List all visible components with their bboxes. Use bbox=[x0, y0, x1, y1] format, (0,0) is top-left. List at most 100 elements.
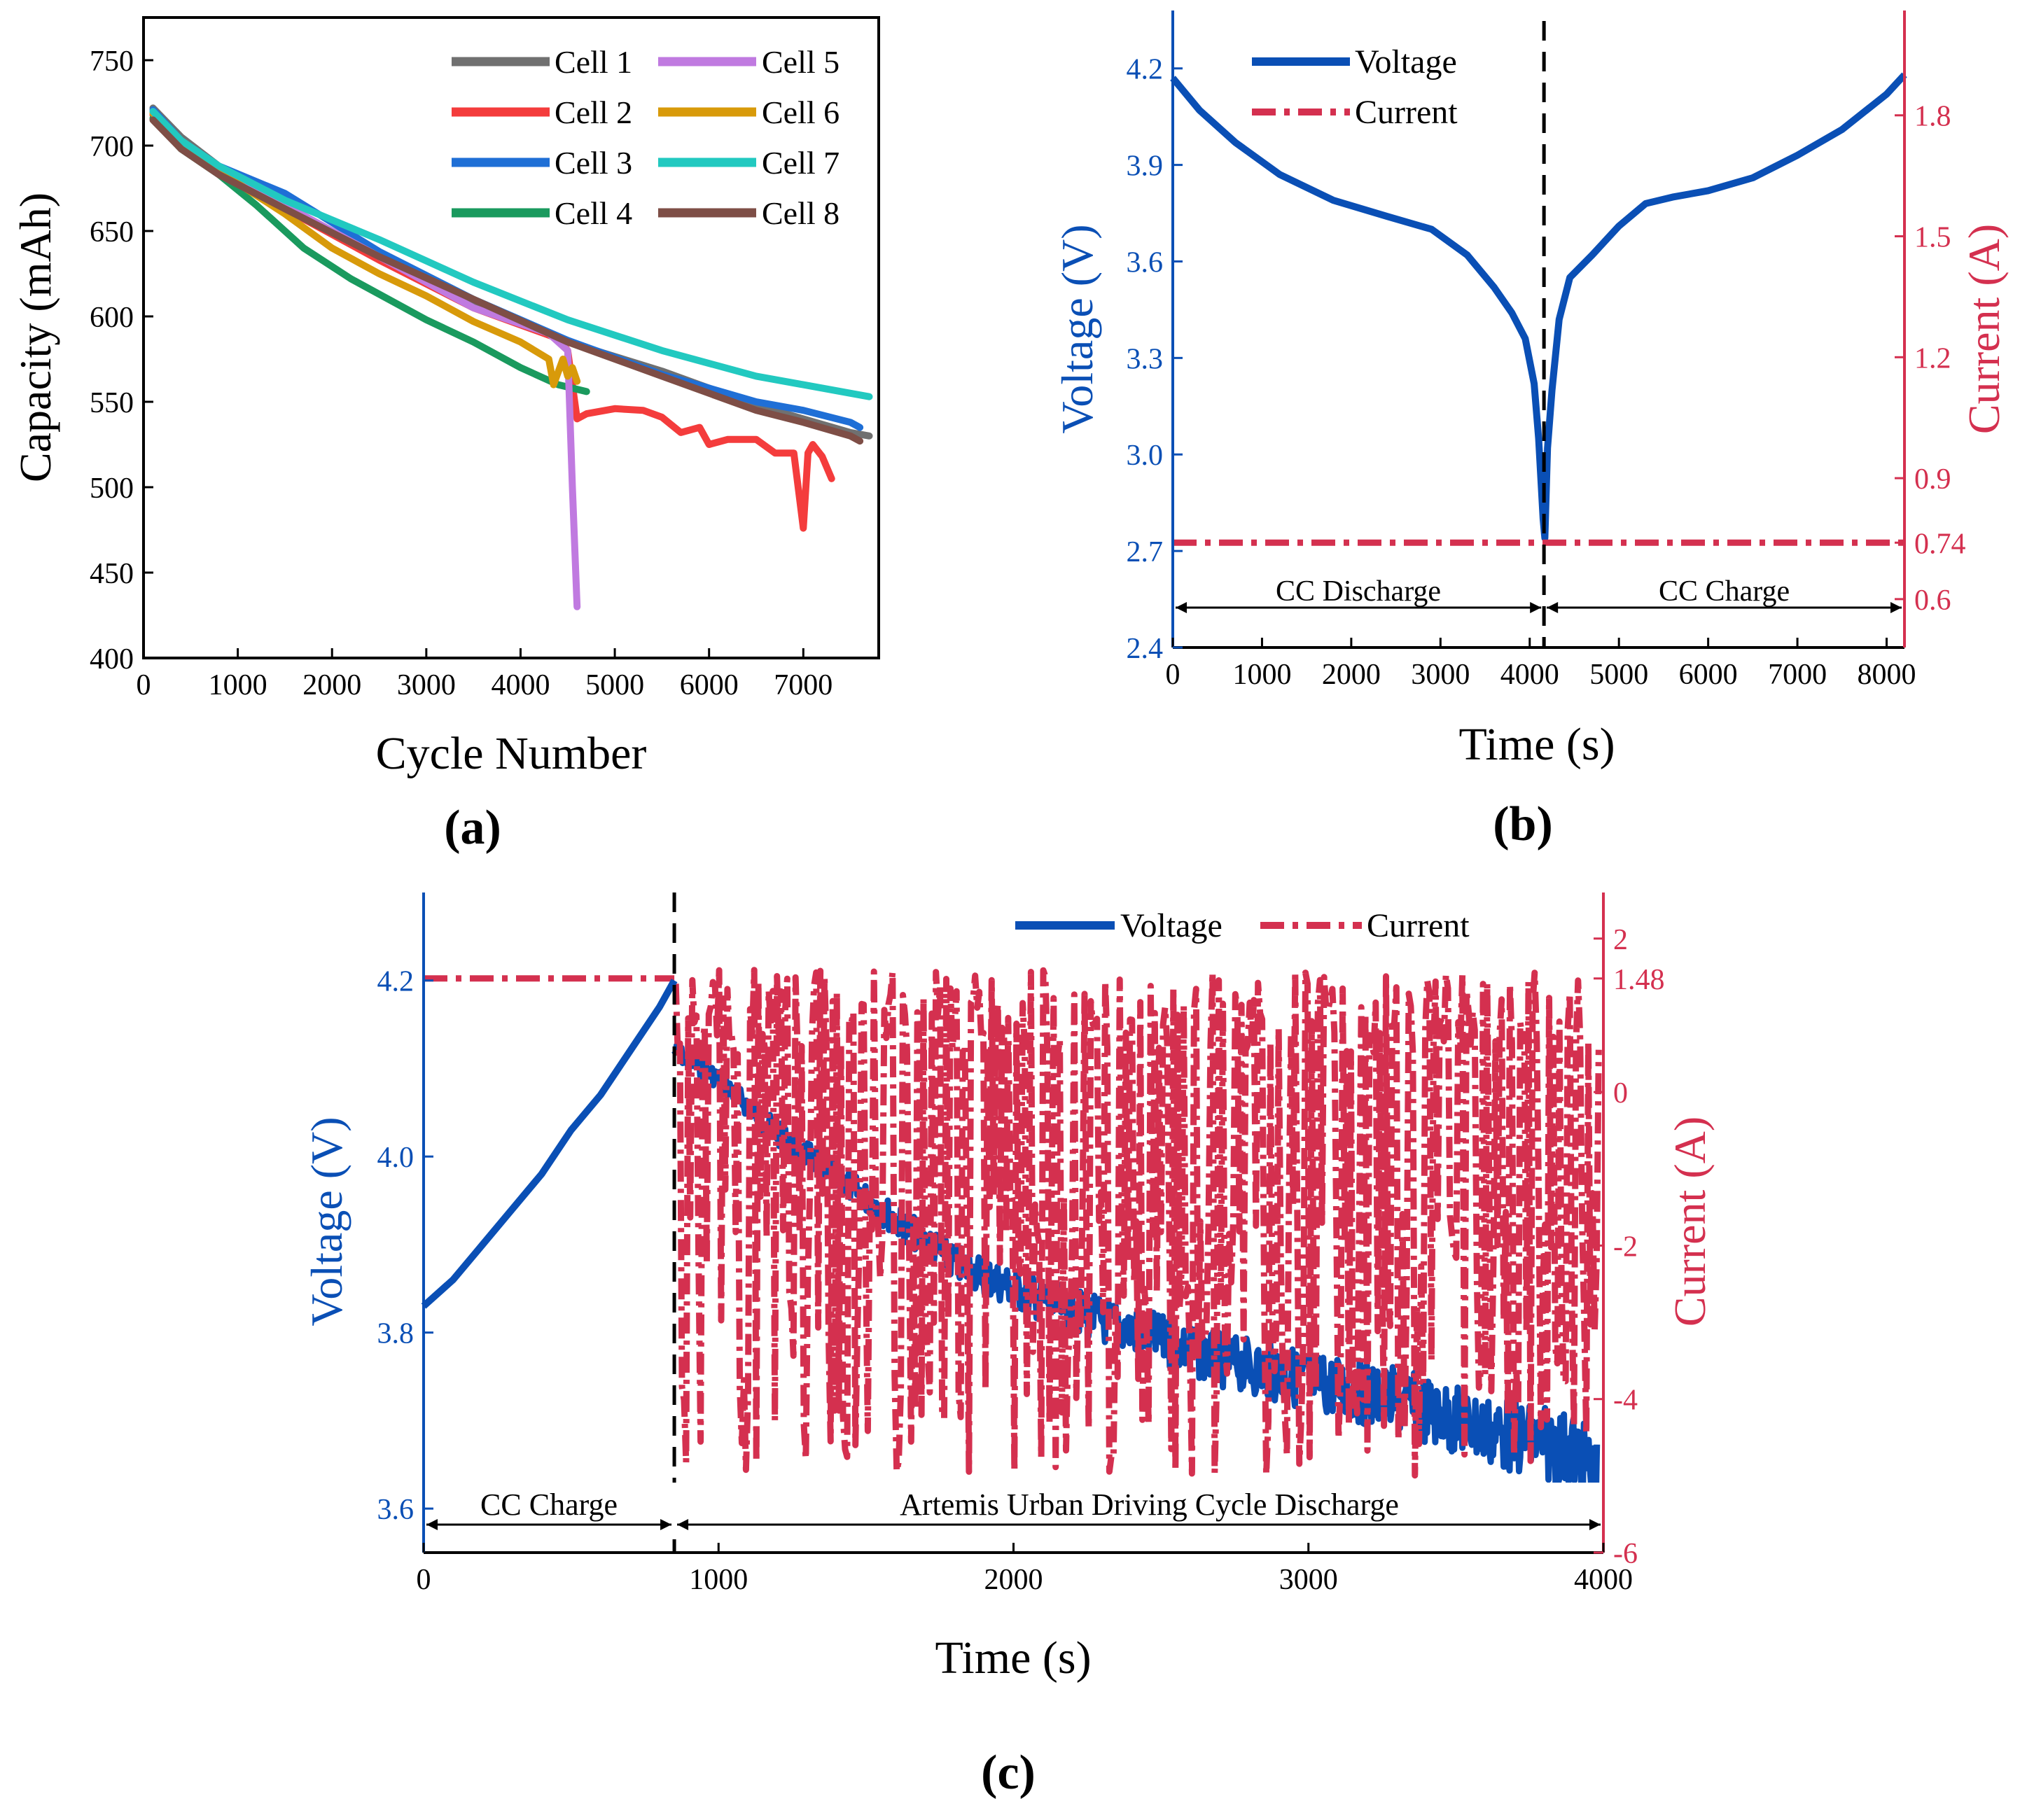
current-discharge-line bbox=[672, 967, 1602, 1479]
region-label-charge: CC Charge bbox=[480, 1488, 618, 1522]
panel-b-current-tick-label: 0.74 bbox=[1914, 528, 1966, 560]
panel-c-current-tick-label: 2 bbox=[1613, 924, 1628, 956]
panel-c-legend: Voltage Current bbox=[1001, 903, 1512, 952]
panel-b-x-tick-label: 5000 bbox=[1589, 659, 1648, 691]
panel-b-current-tick-label: 1.8 bbox=[1914, 101, 1951, 133]
arrowhead bbox=[1530, 602, 1542, 613]
series-line-cell2 bbox=[149, 111, 835, 532]
panel-c-x-axis-label: Time (s) bbox=[935, 1632, 1091, 1684]
panel-a-x-tick-label: 6000 bbox=[680, 669, 739, 701]
panel-b-legend: Voltage Current bbox=[1252, 43, 1458, 131]
panel-c: CC Charge Artemis Urban Driving Cycle Dis… bbox=[302, 892, 1715, 1800]
legend-label-cell5: Cell 5 bbox=[762, 44, 840, 80]
panel-c-x-tick-label: 2000 bbox=[984, 1564, 1043, 1596]
panel-c-ticks: 0 1000 2000 3000 4000 3.6 3.8 4.0 4.2 -6 -4 -2 0 1.48… bbox=[377, 924, 1665, 1596]
panel-b-voltage-tick-label: 3.0 bbox=[1127, 440, 1164, 472]
panel-a-legend: Cell 1 Cell 2 Cell 3 Cell 4 Cell 5 Cell … bbox=[452, 44, 840, 231]
panel-b-x-tick-label: 3000 bbox=[1411, 659, 1470, 691]
panel-b-ticks: 0 1000 2000 3000 4000 5000 6000 7000 8000 2.4 2.7 3… bbox=[1127, 54, 1966, 691]
panel-a-y-tick-label: 750 bbox=[90, 46, 134, 78]
panel-a-x-tick-label: 5000 bbox=[585, 669, 644, 701]
panel-b-current-tick-label: 0.6 bbox=[1914, 584, 1951, 617]
panel-a: 0 1000 2000 3000 4000 5000 6000 7000 400 450 500 55… bbox=[11, 16, 880, 855]
region-label-background bbox=[426, 1483, 1601, 1537]
arrowhead bbox=[1890, 602, 1902, 613]
panel-c-current-tick-label: -2 bbox=[1613, 1231, 1638, 1263]
legend-label-cell4: Cell 4 bbox=[555, 195, 632, 231]
panel-c-x-tick-label: 3000 bbox=[1279, 1564, 1338, 1596]
panel-c-x-tick-label: 0 bbox=[417, 1564, 431, 1596]
panel-c-current-tick-label: 1.48 bbox=[1613, 964, 1665, 996]
series-line-cell8 bbox=[149, 116, 864, 445]
legend-label-voltage: Voltage bbox=[1355, 43, 1457, 80]
panel-a-y-tick-label: 600 bbox=[90, 302, 134, 334]
panel-a-y-tick-label: 650 bbox=[90, 216, 134, 248]
panel-b-x-tick-label: 2000 bbox=[1322, 659, 1381, 691]
legend-label-cell2: Cell 2 bbox=[555, 94, 632, 130]
panel-c-voltage-tick-label: 3.6 bbox=[377, 1494, 415, 1526]
legend-label-cell3: Cell 3 bbox=[555, 145, 632, 181]
legend-label-current: Current bbox=[1355, 94, 1458, 131]
arrowhead bbox=[1547, 602, 1559, 613]
panel-a-y-tick-label: 500 bbox=[90, 472, 134, 505]
panel-b-voltage-tick-label: 3.3 bbox=[1127, 343, 1164, 375]
panel-b-voltage-tick-label: 3.9 bbox=[1127, 150, 1164, 183]
voltage-charge-line bbox=[421, 979, 678, 1309]
arrowhead bbox=[1589, 1519, 1601, 1530]
region-label-discharge: CC Discharge bbox=[1276, 575, 1441, 608]
panel-a-caption: (a) bbox=[444, 801, 501, 855]
region-label-charge: CC Charge bbox=[1659, 575, 1790, 608]
panel-a-x-tick-label: 7000 bbox=[774, 669, 833, 701]
arrowhead bbox=[1176, 602, 1187, 613]
panel-b: CC Discharge CC Charge 0 1000 2000 3000 4000 5… bbox=[1052, 10, 2009, 851]
legend-label-cell6: Cell 6 bbox=[762, 94, 840, 130]
panel-a-x-tick-label: 0 bbox=[137, 669, 151, 701]
panel-c-voltage-tick-label: 3.8 bbox=[377, 1318, 415, 1350]
panel-b-x-tick-label: 7000 bbox=[1768, 659, 1827, 691]
panel-c-y2-axis-label: Current (A) bbox=[1665, 1116, 1715, 1326]
panel-b-current-tick-label: 1.2 bbox=[1914, 342, 1951, 374]
panel-b-voltage-tick-label: 2.7 bbox=[1127, 536, 1164, 568]
panel-b-y-axis-label: Voltage (V) bbox=[1052, 224, 1102, 433]
voltage-line bbox=[1170, 72, 1907, 542]
panel-c-plot-area: CC Charge Artemis Urban Driving Cycle Dis… bbox=[421, 892, 1602, 1553]
panel-b-voltage-tick-label: 3.6 bbox=[1127, 246, 1164, 279]
arrowhead bbox=[677, 1519, 689, 1530]
panel-a-x-tick-label: 1000 bbox=[209, 669, 267, 701]
legend-label-cell7: Cell 7 bbox=[762, 145, 840, 181]
panel-c-voltage-tick-label: 4.0 bbox=[377, 1142, 415, 1174]
panel-a-plot-area bbox=[149, 104, 873, 610]
panel-c-current-tick-label: -6 bbox=[1613, 1538, 1638, 1570]
panel-a-y-tick-label: 400 bbox=[90, 643, 134, 676]
panel-b-x-tick-label: 8000 bbox=[1858, 659, 1916, 691]
region-label-discharge: Artemis Urban Driving Cycle Discharge bbox=[900, 1488, 1399, 1522]
panel-b-x-tick-label: 6000 bbox=[1679, 659, 1738, 691]
arrowhead bbox=[426, 1519, 438, 1530]
panel-b-plot-area: CC Discharge CC Charge bbox=[1170, 21, 1907, 648]
panel-b-voltage-tick-label: 2.4 bbox=[1127, 633, 1164, 665]
panel-a-x-axis-label: Cycle Number bbox=[376, 728, 647, 779]
series-line-cell3 bbox=[149, 106, 864, 431]
panel-b-y2-axis-label: Current (A) bbox=[1959, 224, 2009, 434]
panel-b-current-tick-label: 0.9 bbox=[1914, 463, 1951, 496]
legend-label-current: Current bbox=[1367, 907, 1470, 944]
panel-b-current-tick-label: 1.5 bbox=[1914, 222, 1951, 254]
panel-a-y-tick-label: 450 bbox=[90, 558, 134, 590]
panel-c-current-tick-label: 0 bbox=[1613, 1077, 1628, 1110]
panel-a-y-tick-label: 700 bbox=[90, 131, 134, 163]
arrowhead bbox=[660, 1519, 672, 1530]
panel-a-x-tick-label: 3000 bbox=[397, 669, 456, 701]
series-line-cell5 bbox=[149, 108, 581, 610]
panel-b-caption: (b) bbox=[1493, 797, 1553, 851]
panel-c-caption: (c) bbox=[981, 1746, 1036, 1800]
panel-c-voltage-tick-label: 4.2 bbox=[377, 966, 415, 998]
panel-c-x-tick-label: 4000 bbox=[1574, 1564, 1633, 1596]
panel-a-y-tick-label: 550 bbox=[90, 387, 134, 419]
panel-a-x-tick-label: 2000 bbox=[302, 669, 361, 701]
panel-c-current-tick-label: -4 bbox=[1613, 1385, 1638, 1417]
panel-b-x-tick-label: 4000 bbox=[1500, 659, 1559, 691]
panel-b-voltage-tick-label: 4.2 bbox=[1127, 54, 1164, 86]
series-line-cell7 bbox=[149, 108, 873, 400]
panel-b-x-tick-label: 0 bbox=[1166, 659, 1180, 691]
